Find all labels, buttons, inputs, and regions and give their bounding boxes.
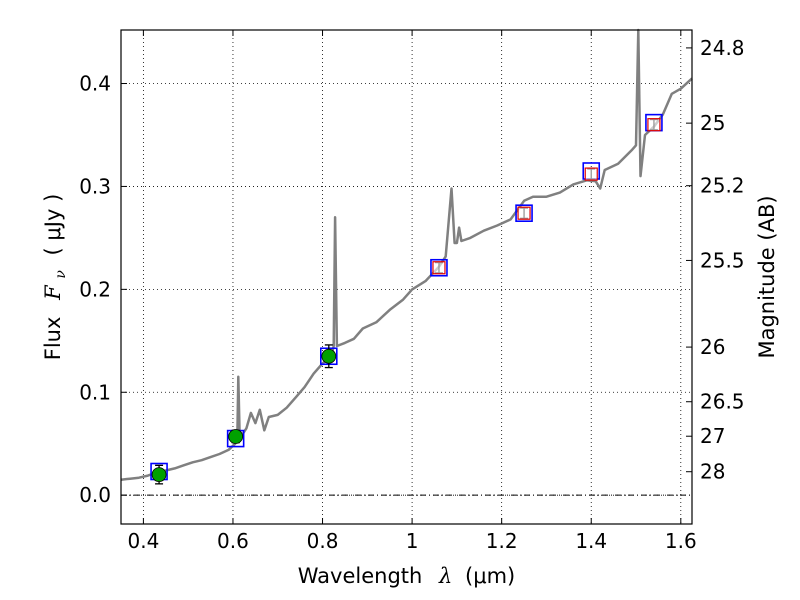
series-layer bbox=[120, 28, 693, 485]
y2-tick-label-3: 25.5 bbox=[700, 248, 745, 272]
x-axis-label-prefix: Wavelength bbox=[298, 564, 423, 588]
optical-circle-0 bbox=[151, 467, 167, 483]
x-axis-label-unit: (μm) bbox=[465, 564, 515, 588]
x-tick-label-6: 1.6 bbox=[665, 529, 697, 553]
optical-circle-2 bbox=[321, 348, 337, 364]
y2-tick-label-5: 26.5 bbox=[700, 390, 745, 414]
x-axis-label-symbol: λ bbox=[438, 564, 452, 588]
y-tick-label-0: 0.0 bbox=[79, 483, 111, 507]
y2-tick-label-0: 24.8 bbox=[700, 36, 745, 60]
y-tick-label-1: 0.1 bbox=[79, 380, 111, 404]
y-axis-label-symbol: F bbox=[41, 284, 65, 301]
nir-square-0 bbox=[432, 261, 446, 275]
nir-square-2 bbox=[584, 167, 598, 181]
x-tick-label-0: 0.4 bbox=[127, 529, 159, 553]
y2-tick-label-6: 27 bbox=[700, 424, 725, 448]
x-tick-label-4: 1.2 bbox=[486, 529, 518, 553]
model-square-3 bbox=[430, 258, 448, 277]
x-axis-label: Wavelength λ (μm) bbox=[298, 564, 515, 588]
y-tick-label-4: 0.4 bbox=[79, 72, 111, 96]
x-tick-label-1: 0.6 bbox=[217, 529, 249, 553]
grid-lines bbox=[121, 30, 692, 524]
y2-tick-label-7: 28 bbox=[700, 460, 725, 484]
y-axis-label: Flux F ν ( μJy ) bbox=[41, 194, 70, 361]
y-tick-label-2: 0.2 bbox=[79, 277, 111, 301]
plot-frame bbox=[120, 29, 693, 525]
y2-axis-label: Magnitude (AB) bbox=[755, 195, 779, 358]
x-tick-label-3: 1 bbox=[406, 529, 419, 553]
nir-square-1 bbox=[517, 206, 531, 220]
x-tick-label-5: 1.4 bbox=[575, 529, 607, 553]
model-square-4 bbox=[515, 204, 533, 222]
y2-tick-label-1: 25 bbox=[700, 111, 725, 135]
y-axis-label-prefix: Flux bbox=[41, 317, 65, 361]
y-axis-label-subscript: ν bbox=[53, 270, 69, 279]
spectrum-line bbox=[120, 28, 693, 481]
y2-tick-label-2: 25.2 bbox=[700, 174, 745, 198]
y2-axis-ticks: 24.8 25 25.2 25.5 26 26.5 27 28 bbox=[686, 36, 745, 484]
x-axis-ticks: 0.4 0.6 0.8 1 1.2 1.4 1.6 bbox=[127, 30, 697, 553]
y-axis-ticks: 0.0 0.1 0.2 0.3 0.4 bbox=[79, 72, 127, 507]
x-tick-label-2: 0.8 bbox=[307, 529, 339, 553]
y-axis-label-unit: ( μJy ) bbox=[41, 194, 65, 256]
y-tick-label-3: 0.3 bbox=[79, 174, 111, 198]
y2-tick-label-4: 26 bbox=[700, 335, 725, 359]
nir-square-3 bbox=[647, 118, 661, 132]
optical-circle-1 bbox=[228, 429, 244, 444]
